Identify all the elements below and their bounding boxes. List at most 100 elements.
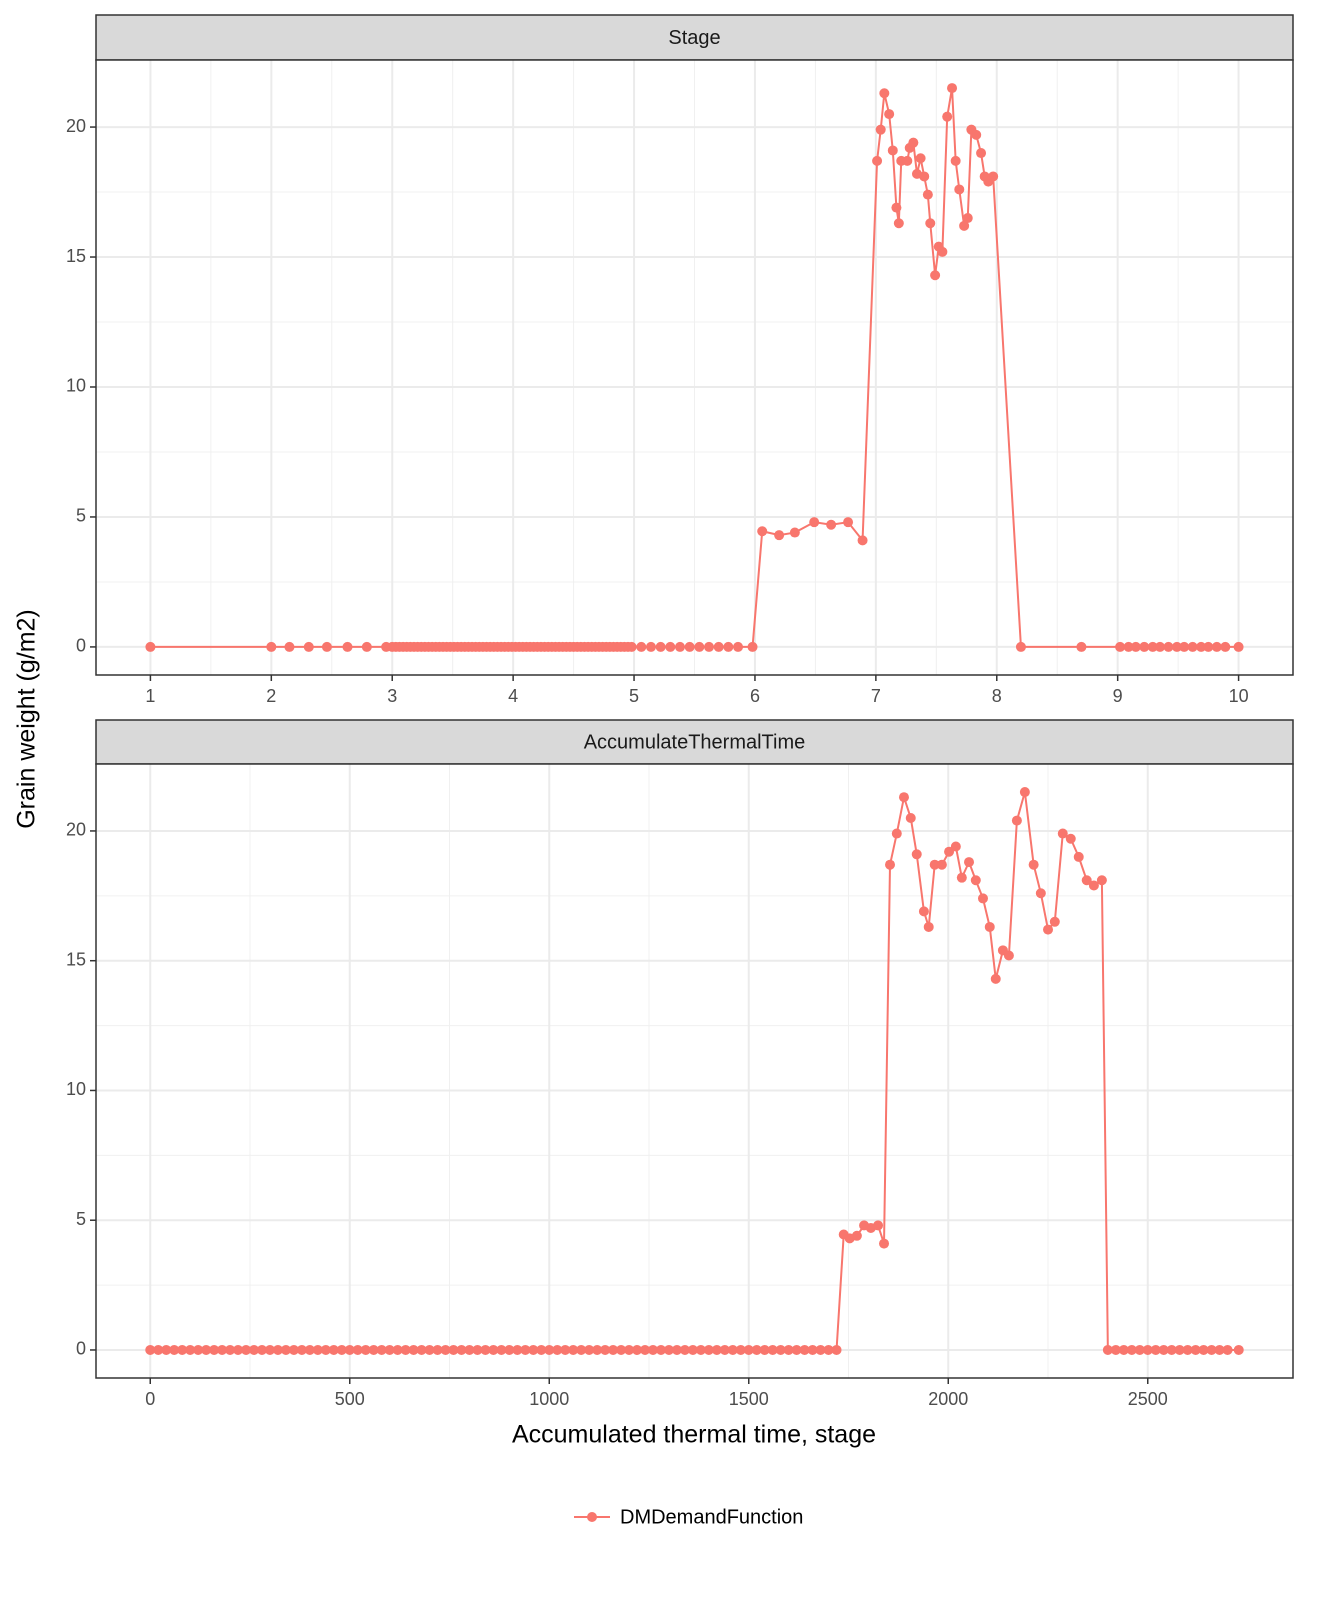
data-point: [361, 641, 372, 652]
data-point: [1203, 641, 1214, 652]
legend-marker: [587, 1512, 597, 1522]
data-point: [703, 1344, 714, 1355]
data-point: [1019, 787, 1030, 798]
data-point: [303, 641, 314, 652]
data-point: [1035, 888, 1046, 899]
x-tick-label: 6: [750, 686, 760, 706]
data-point: [1182, 1344, 1193, 1355]
data-point: [747, 641, 758, 652]
data-point: [964, 857, 975, 868]
data-point: [723, 641, 734, 652]
data-point: [711, 1344, 722, 1355]
data-point: [256, 1344, 267, 1355]
data-point: [884, 109, 895, 120]
data-point: [915, 153, 926, 164]
data-point: [145, 1344, 156, 1355]
data-point: [1003, 950, 1014, 961]
data-point: [1206, 1344, 1217, 1355]
data-point: [799, 1344, 810, 1355]
y-tick-label: 15: [66, 949, 86, 969]
data-point: [1139, 641, 1150, 652]
x-tick-label: 1: [145, 686, 155, 706]
data-point: [592, 1344, 603, 1355]
data-point: [568, 1344, 579, 1355]
data-point: [632, 1344, 643, 1355]
data-point: [971, 129, 982, 140]
data-point: [950, 841, 961, 852]
data-point: [600, 1344, 611, 1355]
data-point: [950, 155, 961, 166]
data-point: [584, 1344, 595, 1355]
data-point: [757, 526, 768, 537]
data-point: [1220, 641, 1231, 652]
data-point: [1028, 859, 1039, 870]
x-tick-label: 1000: [529, 1389, 569, 1409]
data-point: [655, 1344, 666, 1355]
data-point: [296, 1344, 307, 1355]
data-point: [161, 1344, 172, 1355]
data-point: [774, 530, 785, 541]
data-point: [1233, 641, 1244, 652]
data-point: [872, 155, 883, 166]
data-point: [320, 1344, 331, 1355]
data-point: [1110, 1344, 1121, 1355]
y-axis-label: Grain weight (g/m2): [13, 609, 41, 829]
data-point: [284, 641, 295, 652]
data-point: [665, 641, 676, 652]
data-point: [233, 1344, 244, 1355]
data-point: [360, 1344, 371, 1355]
data-point: [815, 1344, 826, 1355]
data-point: [743, 1344, 754, 1355]
data-point: [648, 1344, 659, 1355]
data-point: [1233, 1344, 1244, 1355]
data-point: [456, 1344, 467, 1355]
data-point: [751, 1344, 762, 1355]
data-point: [520, 1344, 531, 1355]
data-point: [1174, 1344, 1185, 1355]
x-tick-label: 9: [1113, 686, 1123, 706]
data-point: [1147, 641, 1158, 652]
data-point: [976, 148, 987, 159]
x-tick-label: 2: [266, 686, 276, 706]
data-point: [891, 202, 902, 213]
data-point: [1214, 1344, 1225, 1355]
data-point: [528, 1344, 539, 1355]
x-tick-label: 1500: [729, 1389, 769, 1409]
data-point: [735, 1344, 746, 1355]
data-point: [448, 1344, 459, 1355]
data-point: [695, 1344, 706, 1355]
data-point: [684, 641, 695, 652]
data-point: [937, 246, 948, 257]
data-point: [922, 189, 933, 200]
data-point: [266, 641, 277, 652]
data-point: [440, 1344, 451, 1355]
data-point: [893, 218, 904, 229]
data-point: [826, 519, 837, 530]
panel-border: [95, 763, 1294, 1379]
data-point: [873, 1220, 884, 1231]
data-point: [956, 872, 967, 883]
data-point: [719, 1344, 730, 1355]
y-tick-label: 10: [66, 1079, 86, 1099]
x-tick-label: 7: [871, 686, 881, 706]
legend-label: DMDemandFunction: [620, 1506, 803, 1528]
data-point: [942, 111, 953, 122]
data-point: [954, 184, 965, 195]
data-point: [480, 1344, 491, 1355]
data-point: [1073, 851, 1084, 862]
data-point: [312, 1344, 323, 1355]
data-point: [1088, 880, 1099, 891]
data-point: [809, 517, 820, 528]
data-point: [767, 1344, 778, 1355]
data-point: [843, 517, 854, 528]
data-point: [344, 1344, 355, 1355]
data-point: [1118, 1344, 1129, 1355]
x-tick-label: 0: [145, 1389, 155, 1409]
y-tick-label: 20: [66, 116, 86, 136]
data-point: [1196, 641, 1207, 652]
y-tick-label: 0: [76, 1339, 86, 1359]
data-point: [1015, 641, 1026, 652]
strip-background: [95, 14, 1294, 61]
data-point: [885, 859, 896, 870]
data-point: [185, 1344, 196, 1355]
